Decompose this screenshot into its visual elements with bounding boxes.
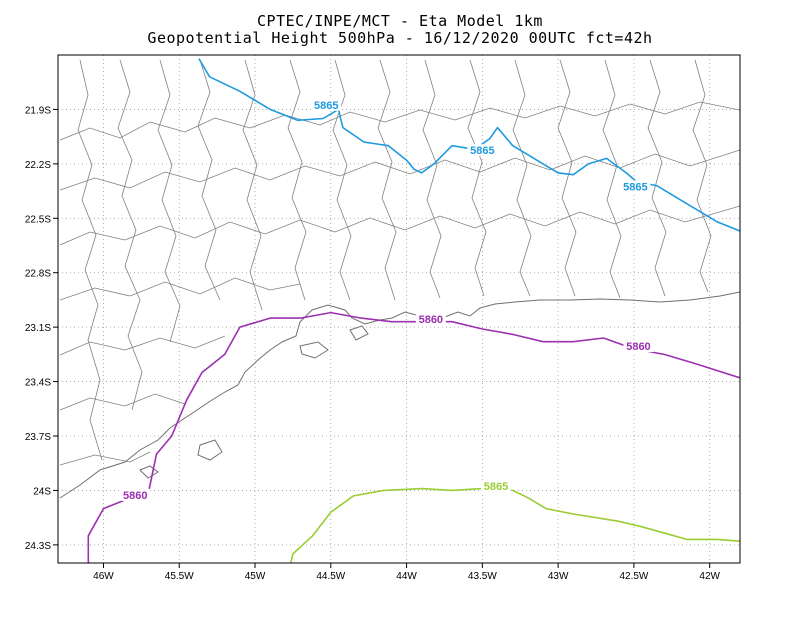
contour-label-background bbox=[480, 479, 511, 492]
title-line-2: Geopotential Height 500hPa - 16/12/2020 … bbox=[147, 29, 653, 47]
lon-tick-label: 44W bbox=[396, 571, 417, 582]
contour-line-5865 bbox=[198, 58, 740, 232]
lon-tick-label: 42.5W bbox=[619, 571, 648, 582]
lat-tick-label: 22.2S bbox=[25, 160, 51, 171]
lon-tick-label: 43W bbox=[548, 571, 569, 582]
graticule bbox=[58, 55, 740, 563]
contour-label-background bbox=[311, 98, 342, 111]
contour-label-background bbox=[120, 488, 151, 501]
lon-tick-label: 46W bbox=[93, 571, 114, 582]
lat-tick-label: 22.8S bbox=[25, 269, 51, 280]
lon-tick-label: 45.5W bbox=[165, 571, 194, 582]
lat-tick-label: 21.9S bbox=[25, 105, 51, 116]
contour-label-background bbox=[623, 340, 654, 353]
contour-label: 5865 bbox=[314, 100, 338, 112]
plot-frame bbox=[57, 54, 741, 564]
contour-label: 5865 bbox=[623, 181, 647, 193]
lat-tick-label: 24S bbox=[33, 486, 51, 497]
contour-label-background bbox=[415, 312, 446, 325]
lon-tick-label: 42W bbox=[699, 571, 720, 582]
lat-tick-label: 22.5S bbox=[25, 214, 51, 225]
contour-label: 5860 bbox=[419, 314, 443, 326]
municipal-boundaries bbox=[59, 59, 740, 499]
lon-tick-label: 43.5W bbox=[468, 571, 497, 582]
longitude-axis: 46W 45.5W 45W 44.5W 44W 43.5W 43W 42.5W 42W bbox=[93, 563, 721, 582]
title-line-1: CPTEC/INPE/MCT - Eta Model 1km bbox=[257, 12, 543, 30]
contour-label: 5860 bbox=[626, 341, 650, 353]
lat-tick-label: 23.7S bbox=[25, 432, 51, 443]
lon-tick-label: 45W bbox=[245, 571, 266, 582]
contour-label: 5865 bbox=[484, 481, 508, 493]
contour-label-background bbox=[620, 180, 651, 193]
contour-labels: 5865 5865 5865 5860 5860 5860 5865 bbox=[120, 98, 654, 502]
lon-tick-label: 44.5W bbox=[316, 571, 345, 582]
lat-tick-label: 23.4S bbox=[25, 378, 51, 389]
contour-label: 5865 bbox=[470, 145, 494, 157]
contour-label-background bbox=[467, 144, 498, 157]
contour-label: 5860 bbox=[123, 490, 147, 502]
plot-area bbox=[58, 55, 740, 563]
lat-tick-label: 24.3S bbox=[25, 541, 51, 552]
latitude-axis: 21.9S 22.2S 22.5S 22.8S 23.1S 23.4S 23.7S 24S 24… bbox=[25, 105, 58, 552]
contour-line-5860 bbox=[87, 311, 740, 563]
lat-tick-label: 23.1S bbox=[25, 323, 51, 334]
